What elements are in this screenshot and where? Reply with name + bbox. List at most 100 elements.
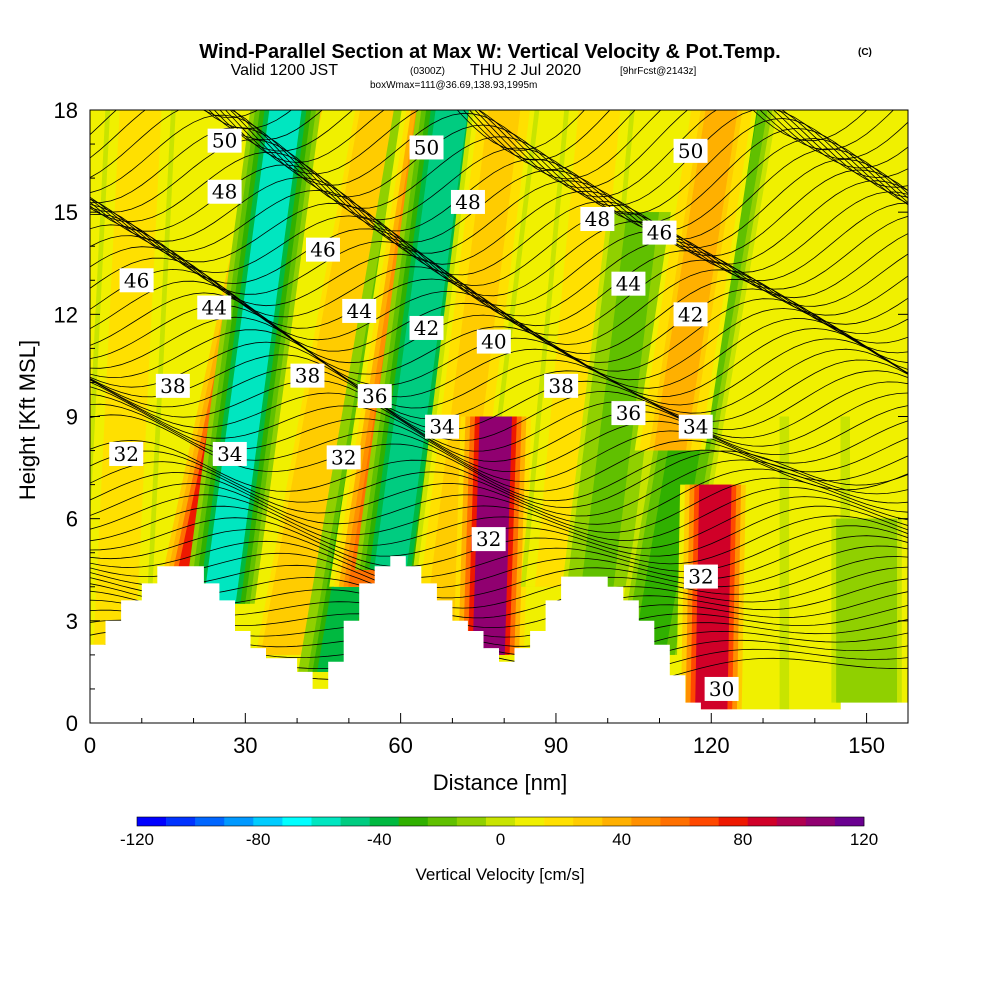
theta-contour xyxy=(90,224,908,336)
theta-label-text: 30 xyxy=(709,677,734,701)
box-info: boxWmax=111@36.69,138.93,1995m xyxy=(370,80,537,91)
theta-label-text: 32 xyxy=(114,442,139,466)
theta-contour xyxy=(90,114,908,232)
theta-label: 32 xyxy=(109,441,144,466)
colorbar-tick-label: 40 xyxy=(612,830,631,849)
theta-label-text: 48 xyxy=(585,207,610,231)
colorbar-swatch xyxy=(544,817,574,826)
theta-contour xyxy=(90,204,908,317)
colorbar-frame xyxy=(136,816,865,827)
velocity-band xyxy=(203,110,302,604)
velocity-band xyxy=(425,110,521,621)
theta-label-text: 46 xyxy=(647,221,672,245)
theta-contour xyxy=(90,483,908,541)
theta-label-text: 34 xyxy=(683,415,708,439)
theta-label: 30 xyxy=(704,676,739,701)
y-tick-label: 0 xyxy=(66,711,78,736)
theta-label: 48 xyxy=(207,179,242,204)
theta-contour xyxy=(208,110,908,170)
colorbar-swatch xyxy=(805,817,836,826)
theta-label-text: 32 xyxy=(476,527,501,551)
x-tick-label: 150 xyxy=(848,733,885,758)
colorbar-swatch xyxy=(398,817,429,826)
x-tick-label: 0 xyxy=(84,733,96,758)
theta-label: 32 xyxy=(683,564,718,589)
theta-contour xyxy=(90,379,908,452)
theta-label: 50 xyxy=(207,128,242,153)
theta-label-text: 36 xyxy=(362,384,387,408)
theta-contour xyxy=(90,177,908,276)
y-tick-label: 9 xyxy=(66,405,78,430)
theta-label: 32 xyxy=(326,445,361,470)
theta-label-text: 50 xyxy=(414,135,439,159)
theta-contour xyxy=(90,110,908,224)
colorbar-swatch xyxy=(718,817,748,826)
theta-label-text: 38 xyxy=(160,374,185,398)
theta-contour xyxy=(90,196,908,297)
theta-label: 44 xyxy=(342,298,377,323)
theta-label: 44 xyxy=(197,295,232,320)
theta-label-text: 42 xyxy=(678,302,703,326)
colorbar-tick-label: 0 xyxy=(496,830,505,849)
theta-label-text: 32 xyxy=(688,565,713,589)
theta-label-text: 44 xyxy=(202,296,227,320)
theta-label: 40 xyxy=(476,329,511,354)
theta-label-text: 44 xyxy=(616,272,641,296)
velocity-band xyxy=(581,212,660,587)
theta-contour xyxy=(90,461,908,525)
theta-label-text: 50 xyxy=(678,139,703,163)
colorbar-swatch xyxy=(224,817,254,826)
colorbar-tick-label: 80 xyxy=(733,830,752,849)
theta-label-text: 48 xyxy=(212,180,237,204)
x-tick-label: 120 xyxy=(693,733,730,758)
theta-label-text: 40 xyxy=(481,330,506,354)
theta-label: 44 xyxy=(611,271,646,296)
colorbar-tick-label: -40 xyxy=(367,830,392,849)
theta-label: 46 xyxy=(642,220,677,245)
theta-label: 36 xyxy=(611,401,646,426)
velocity-band xyxy=(653,110,738,451)
theta-label-text: 34 xyxy=(429,415,454,439)
theta-contour xyxy=(90,381,908,462)
theta-contour xyxy=(202,110,868,151)
theta-contour xyxy=(90,354,908,431)
theta-contour xyxy=(224,110,908,198)
y-axis-label: Height [Kft MSL] xyxy=(15,340,40,500)
colorbar-swatch xyxy=(515,817,545,826)
colorbar-swatch xyxy=(340,817,370,826)
theta-label: 48 xyxy=(450,189,485,214)
theta-label: 50 xyxy=(673,138,708,163)
colorbar-swatch xyxy=(689,817,719,826)
theta-contour xyxy=(90,472,908,533)
y-tick-label: 15 xyxy=(54,200,78,225)
theta-label-text: 48 xyxy=(455,190,480,214)
velocity-band xyxy=(94,110,157,723)
plot-area: 50 50 50 48 48 48 46 46 46 44 44 44 42 42 40 38 38 38 36 36… xyxy=(90,110,908,723)
theta-contour xyxy=(90,556,908,609)
y-tick-label: 18 xyxy=(54,98,78,123)
theta-contour xyxy=(90,126,908,240)
colorbar-swatch xyxy=(573,817,603,826)
theta-contour xyxy=(90,329,908,414)
theta-label-text: 42 xyxy=(414,316,439,340)
colorbar-swatch xyxy=(369,817,400,826)
theta-label: 36 xyxy=(357,384,392,409)
theta-contour xyxy=(90,525,908,578)
theta-contour xyxy=(90,198,908,307)
colorbar-swatch xyxy=(747,817,778,826)
velocity-band xyxy=(695,484,732,710)
colorbar-swatch xyxy=(485,817,516,826)
theta-contour xyxy=(90,366,908,442)
x-tick-label: 30 xyxy=(233,733,257,758)
y-tick-label: 3 xyxy=(66,609,78,634)
colorbar-swatch xyxy=(427,817,458,826)
colorbar-swatch xyxy=(631,817,661,826)
theta-label: 34 xyxy=(678,414,713,439)
theta-label: 46 xyxy=(119,268,154,293)
forecast-info: [9hrFcst@2143z] xyxy=(620,66,697,77)
theta-label-text: 36 xyxy=(616,401,641,425)
y-tick-label: 6 xyxy=(66,507,78,532)
theta-labels: 50 50 50 48 48 48 46 46 46 44 44 44 42 42 40 38 38 38 36 36… xyxy=(109,128,739,701)
theta-contour xyxy=(90,189,908,287)
